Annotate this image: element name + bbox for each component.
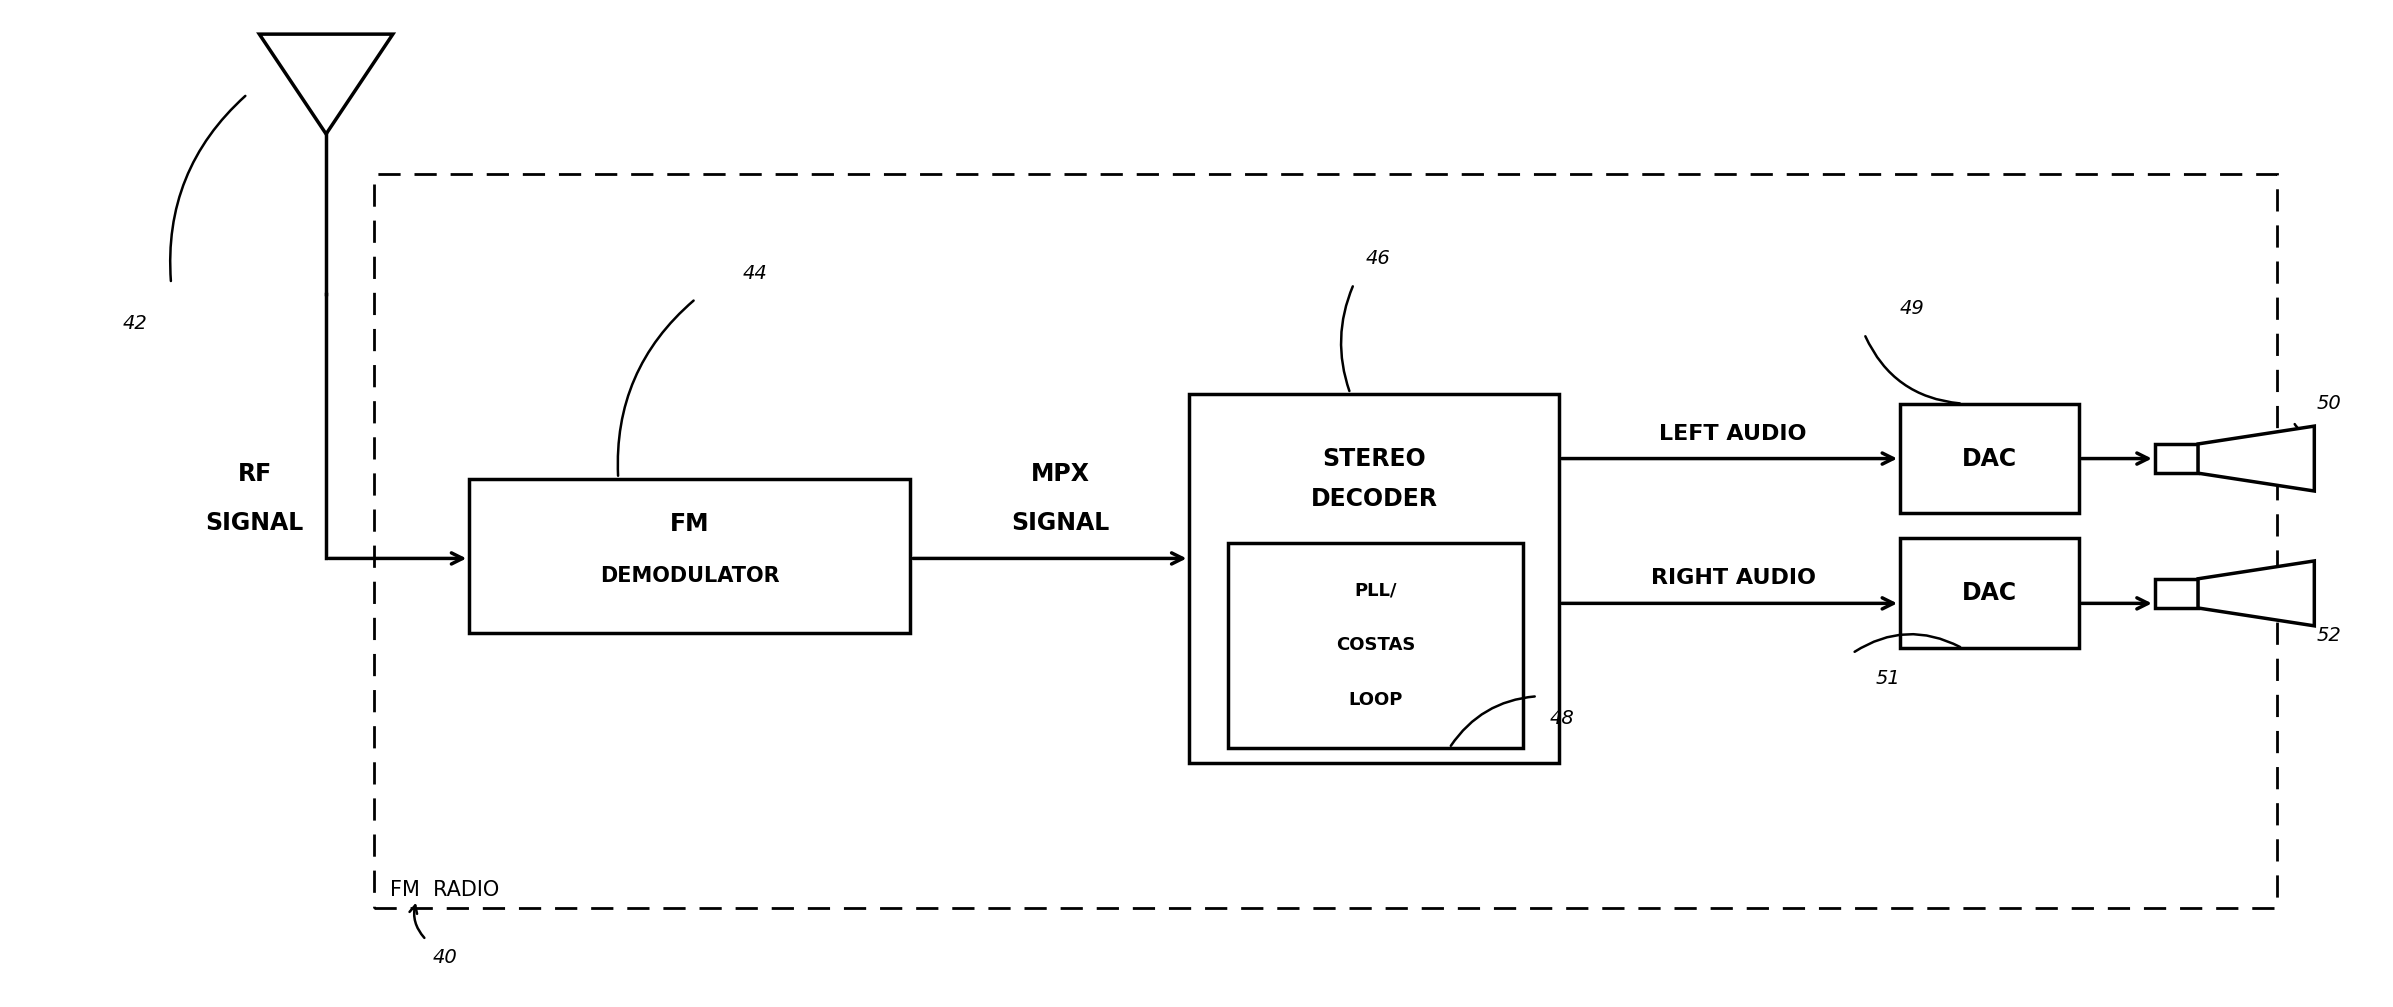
Bar — [2154, 444, 2199, 473]
Text: 42: 42 — [122, 314, 148, 333]
Text: STEREO: STEREO — [1323, 446, 1426, 470]
Polygon shape — [2199, 561, 2314, 625]
Bar — [1900, 539, 2080, 649]
Polygon shape — [2199, 426, 2314, 491]
Text: COSTAS: COSTAS — [1335, 636, 1414, 655]
Text: RF: RF — [237, 461, 273, 485]
Text: 46: 46 — [1366, 250, 1390, 268]
Text: 49: 49 — [1900, 299, 1924, 318]
Bar — [373, 174, 2276, 908]
Text: DEMODULATOR: DEMODULATOR — [601, 566, 780, 586]
Text: PLL/: PLL/ — [1354, 581, 1398, 599]
Text: SIGNAL: SIGNAL — [1012, 512, 1110, 536]
Text: 44: 44 — [742, 264, 768, 283]
Bar — [1189, 394, 1558, 763]
Bar — [1900, 404, 2080, 514]
Bar — [469, 478, 909, 633]
Polygon shape — [258, 34, 392, 134]
Text: DAC: DAC — [1962, 446, 2017, 470]
Text: SIGNAL: SIGNAL — [206, 512, 304, 536]
Text: FM: FM — [670, 513, 708, 537]
Text: 51: 51 — [1876, 669, 1900, 688]
Text: 48: 48 — [1548, 709, 1575, 728]
Text: FM  RADIO: FM RADIO — [390, 880, 500, 900]
Text: 40: 40 — [433, 949, 457, 968]
Text: RIGHT AUDIO: RIGHT AUDIO — [1651, 568, 1816, 588]
Text: DECODER: DECODER — [1311, 486, 1438, 511]
Text: 50: 50 — [2316, 394, 2343, 413]
Text: DAC: DAC — [1962, 581, 2017, 605]
Text: LEFT AUDIO: LEFT AUDIO — [1658, 424, 1807, 443]
Bar — [1228, 544, 1524, 748]
Text: LOOP: LOOP — [1347, 691, 1402, 709]
Text: MPX: MPX — [1031, 461, 1091, 485]
Bar — [2154, 579, 2199, 608]
Text: 52: 52 — [2316, 625, 2343, 644]
